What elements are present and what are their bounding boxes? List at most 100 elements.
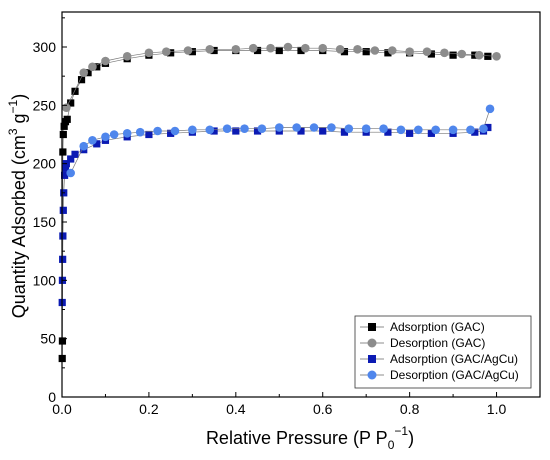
data-point: [471, 128, 479, 136]
data-point: [466, 125, 475, 135]
data-point: [79, 141, 89, 151]
data-point: [253, 127, 262, 135]
legend-item-desorption-gac-agcu: Desorption (GAC/AgCu): [360, 368, 519, 382]
data-point: [205, 45, 215, 54]
data-point: [109, 130, 119, 139]
data-point: [275, 46, 283, 55]
data-point: [144, 48, 154, 58]
data-point: [440, 48, 449, 58]
data-point: [370, 46, 380, 55]
data-point: [340, 48, 349, 56]
y-axis-title-superscript-2: −1: [6, 99, 20, 113]
data-point: [153, 126, 162, 136]
data-point: [327, 123, 336, 132]
data-point: [414, 125, 423, 135]
series-line: [70, 108, 491, 174]
data-point: [59, 148, 67, 156]
data-point: [384, 128, 392, 136]
data-point: [301, 43, 310, 53]
data-point: [283, 42, 293, 52]
plot-frame: [61, 11, 541, 398]
data-point: [183, 46, 193, 55]
legend-marker-circle: [367, 370, 377, 380]
data-point: [232, 127, 240, 135]
x-axis-title: Relative Pressure (P P0−1): [206, 424, 414, 452]
data-point: [240, 124, 249, 133]
legend-marker-square: [368, 355, 376, 363]
x-tick-label: 0.2: [139, 401, 159, 417]
data-point: [427, 129, 435, 137]
data-point: [422, 47, 432, 56]
data-point: [353, 45, 362, 54]
data-point: [59, 232, 67, 240]
data-point: [248, 43, 258, 53]
data-point: [210, 46, 218, 55]
y-tick-label: 0: [48, 389, 56, 405]
legend: Adsorption (GAC) Desorption (GAC) Adsorp…: [354, 315, 532, 389]
data-point: [71, 150, 79, 158]
data-point: [484, 52, 492, 60]
data-point: [384, 49, 392, 57]
legend-item-adsorption-gac: Adsorption (GAC): [360, 320, 485, 334]
data-point: [362, 48, 370, 56]
y-tick-label: 150: [33, 214, 57, 230]
data-point: [479, 124, 488, 133]
data-point: [318, 43, 328, 53]
data-point: [77, 76, 86, 84]
data-point: [122, 129, 132, 138]
data-point: [101, 56, 110, 66]
data-point: [257, 124, 267, 133]
data-point: [88, 62, 97, 72]
x-tick-label: 0.0: [52, 401, 72, 417]
data-point: [93, 63, 101, 71]
legend-marker-square: [368, 323, 376, 331]
data-point: [448, 125, 458, 135]
ticks-layer: 0.0 0.2 0.4 0.6 0.8 1.0 0 50 100 150 200 250 300: [33, 17, 541, 417]
data-point: [145, 130, 153, 139]
data-point: [67, 155, 75, 163]
data-point: [205, 125, 215, 135]
legend-label: Adsorption (GAC): [390, 320, 485, 334]
data-point: [379, 124, 388, 133]
data-point: [405, 47, 414, 56]
x-axis-title-main: Relative Pressure (P P: [206, 428, 388, 448]
data-point: [297, 127, 305, 135]
legend-item-adsorption-gac-agcu: Adsorption (GAC/AgCu): [360, 352, 518, 366]
legend-box: [354, 315, 532, 389]
data-point: [61, 164, 70, 172]
data-point: [66, 168, 75, 178]
data-point: [274, 123, 284, 132]
data-point: [79, 68, 89, 77]
y-axis-title-superscript-1: 3: [6, 128, 20, 135]
data-point: [292, 123, 301, 132]
y-axis-title-close: ): [9, 94, 29, 100]
data-point: [406, 129, 414, 137]
x-tick-label: 0.6: [313, 401, 333, 417]
y-axis-title-mid: g: [9, 113, 29, 128]
data-point: [170, 126, 180, 136]
data-point: [167, 49, 175, 57]
data-point: [266, 43, 275, 53]
data-point: [84, 69, 92, 77]
data-point: [474, 50, 484, 60]
data-point: [309, 123, 319, 132]
y-tick-label: 300: [33, 39, 57, 55]
y-tick-label: 50: [40, 331, 56, 347]
data-point: [135, 127, 145, 137]
data-point: [63, 115, 71, 123]
data-point: [396, 125, 406, 135]
data-point: [387, 46, 397, 55]
series-1: [62, 42, 501, 112]
data-point: [231, 45, 241, 54]
legend-marker-circle: [367, 338, 377, 348]
data-point: [449, 51, 457, 59]
data-point: [361, 124, 371, 133]
data-point: [59, 255, 67, 263]
x-axis-title-superscript: −1: [394, 424, 408, 438]
data-point: [88, 136, 97, 145]
data-point: [101, 132, 110, 142]
data-point: [253, 46, 262, 55]
x-tick-label: 1.0: [487, 401, 507, 417]
x-axis-title-subscript: 0: [388, 438, 395, 452]
data-point: [340, 128, 349, 136]
